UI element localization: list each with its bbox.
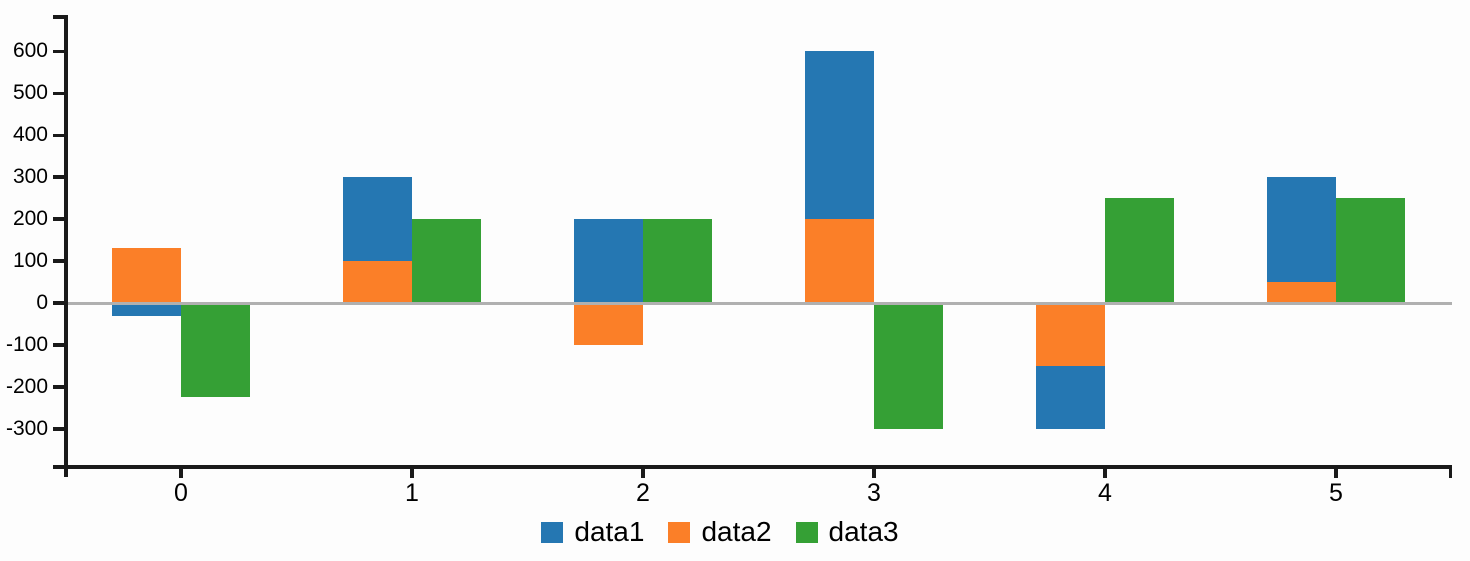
- y-tick-label: -200: [5, 374, 48, 398]
- legend-label-data2: data2: [701, 516, 772, 547]
- bar-data2-cat1: [343, 261, 412, 302]
- legend-swatch-data2-icon: [668, 521, 691, 543]
- bar-data1-cat0: [112, 305, 181, 316]
- y-axis-tick: [53, 217, 64, 221]
- y-tick-label: 0: [36, 291, 48, 314]
- bar-data1-cat2: [574, 219, 643, 302]
- bar-data3-cat4: [1105, 198, 1174, 302]
- y-axis-tick: [53, 301, 64, 305]
- x-tick-label: 4: [1098, 479, 1112, 507]
- legend-label-data3: data3: [828, 516, 899, 547]
- legend-swatch-data1-icon: [541, 521, 564, 543]
- x-tick-label: 5: [1329, 479, 1343, 507]
- y-tick-label: 600: [12, 39, 48, 63]
- y-tick-label: -300: [5, 416, 48, 440]
- y-tick-label: 300: [12, 165, 48, 189]
- x-axis-tick: [641, 468, 645, 478]
- x-axis-line: [53, 465, 1452, 469]
- y-axis-tick: [53, 49, 64, 54]
- y-axis-tick: [53, 133, 64, 138]
- y-axis-spine: [64, 15, 68, 477]
- legend-label-data1: data1: [574, 516, 645, 547]
- y-axis-tick: [53, 343, 64, 347]
- legend: data1 data2 data3: [0, 517, 1440, 547]
- y-tick-label: 500: [12, 81, 48, 105]
- bar-data2-cat0: [112, 248, 181, 302]
- x-axis-tick: [410, 468, 414, 478]
- bar-data2-cat3: [805, 219, 874, 302]
- x-axis-tick: [1103, 468, 1107, 478]
- zero-line: [68, 302, 1452, 305]
- bar-data2-cat4: [1036, 305, 1105, 366]
- y-axis-tick: [53, 175, 64, 179]
- x-axis-end-cap: [1448, 465, 1452, 478]
- bar-data1-cat5: [1267, 177, 1336, 283]
- x-tick-label: 1: [405, 479, 419, 507]
- y-axis-tick: [53, 427, 64, 431]
- legend-item-data3: data3: [795, 516, 899, 547]
- legend-item-data1: data1: [541, 517, 644, 547]
- x-axis-tick: [179, 468, 183, 478]
- y-axis-tick: [53, 259, 64, 263]
- bar-data3-cat0: [181, 305, 250, 398]
- x-axis-tick: [872, 468, 876, 478]
- bar-data3-cat3: [874, 305, 943, 429]
- bar-data1-cat3: [805, 51, 874, 220]
- y-tick-label: 200: [12, 207, 48, 231]
- y-axis-end-cap: [53, 15, 64, 19]
- bar-data1-cat4: [1036, 365, 1105, 429]
- bar-data1-cat1: [343, 177, 412, 262]
- y-axis-tick: [53, 385, 64, 389]
- y-tick-label: 400: [12, 123, 48, 147]
- bar-data2-cat5: [1267, 282, 1336, 302]
- legend-swatch-data3-icon: [795, 521, 818, 543]
- legend-item-data2: data2: [668, 516, 772, 547]
- bar-data3-cat1: [412, 219, 481, 302]
- y-tick-label: 100: [12, 249, 48, 273]
- x-tick-label: 0: [174, 479, 188, 507]
- bar-data3-cat2: [643, 219, 712, 302]
- bar-data3-cat5: [1336, 198, 1405, 302]
- x-axis-tick: [1334, 468, 1338, 478]
- y-axis-tick: [53, 91, 64, 96]
- y-tick-label: -100: [5, 332, 48, 356]
- bar-data2-cat2: [574, 305, 643, 345]
- x-tick-label: 2: [636, 479, 650, 507]
- x-tick-label: 3: [867, 479, 881, 507]
